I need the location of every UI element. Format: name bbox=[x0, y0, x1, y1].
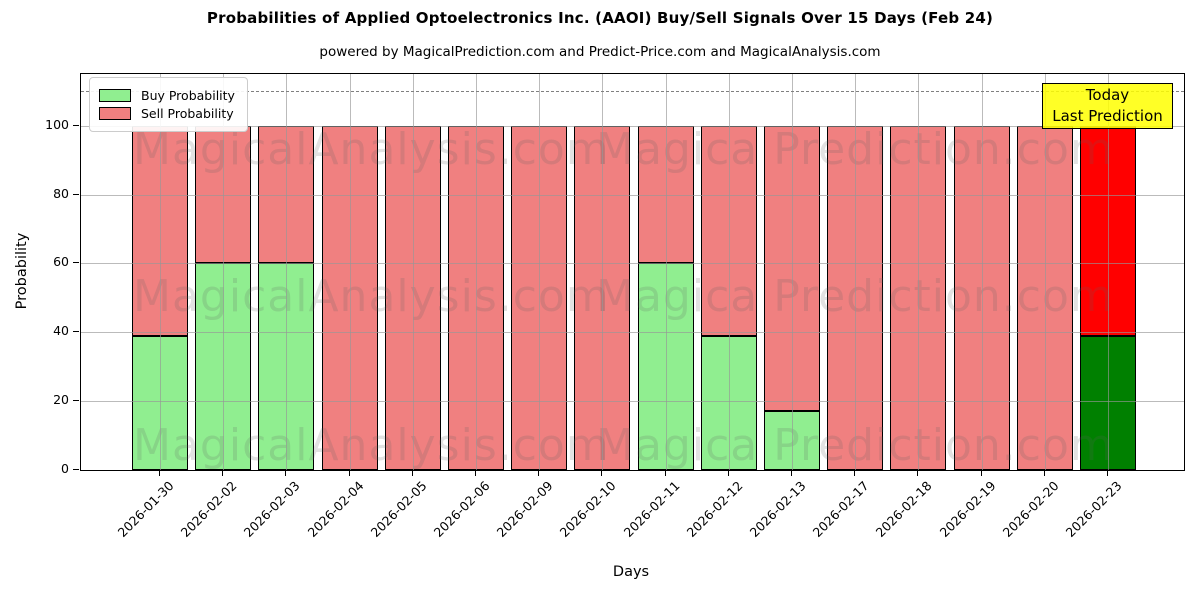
h-gridline-80 bbox=[81, 194, 1184, 196]
v-gridline bbox=[1044, 74, 1046, 470]
y-tick-label: 20 bbox=[53, 392, 69, 408]
x-tick-label: 2026-02-19 bbox=[936, 478, 999, 540]
today-annotation-line2: Last Prediction bbox=[1052, 107, 1163, 125]
v-gridline bbox=[160, 74, 161, 470]
x-tick-label: 2026-02-11 bbox=[620, 478, 683, 540]
x-tick-label: 2026-02-10 bbox=[557, 478, 619, 540]
legend-label-sell: Sell Probability bbox=[141, 106, 234, 121]
x-tick-label: 2026-02-12 bbox=[683, 478, 746, 540]
x-tick-mark bbox=[411, 470, 413, 476]
y-tick-label: 40 bbox=[53, 323, 69, 339]
x-tick-label: 2026-02-09 bbox=[493, 478, 556, 540]
v-gridline bbox=[412, 74, 414, 470]
x-tick-mark bbox=[475, 470, 476, 476]
h-gridline-20 bbox=[81, 401, 1184, 403]
x-tick-label: 2026-02-23 bbox=[1062, 478, 1125, 540]
x-tick-label: 2026-02-05 bbox=[367, 478, 430, 540]
v-gridline bbox=[223, 74, 225, 470]
today-annotation: Today Last Prediction bbox=[1042, 83, 1173, 129]
x-tick-label: 2026-02-04 bbox=[304, 478, 367, 540]
v-gridline bbox=[1108, 74, 1109, 470]
h-gridline-40 bbox=[81, 332, 1184, 334]
x-tick-label: 2026-02-20 bbox=[999, 478, 1062, 540]
x-tick-mark bbox=[917, 470, 919, 476]
x-tick-mark bbox=[1107, 470, 1108, 476]
y-tick-mark bbox=[73, 331, 79, 333]
x-tick-mark bbox=[791, 470, 792, 476]
y-tick-mark bbox=[73, 400, 79, 402]
y-tick-label: 80 bbox=[53, 185, 69, 201]
chart-subtitle: powered by MagicalPrediction.com and Pre… bbox=[319, 44, 881, 60]
x-tick-mark bbox=[854, 470, 856, 476]
v-gridline bbox=[286, 74, 288, 470]
x-tick-label: 2026-02-03 bbox=[241, 478, 303, 540]
x-tick-label: 2026-02-13 bbox=[746, 478, 809, 540]
legend-item-sell: Sell Probability bbox=[99, 106, 235, 121]
sell-color-swatch bbox=[99, 107, 131, 120]
threshold-dashed-line bbox=[81, 91, 1184, 93]
y-tick-mark bbox=[73, 193, 79, 195]
x-tick-label: 2026-02-02 bbox=[177, 478, 240, 540]
v-gridline bbox=[349, 74, 351, 470]
y-tick-mark bbox=[73, 469, 79, 470]
y-tick-mark bbox=[73, 124, 79, 126]
y-tick-mark bbox=[73, 262, 79, 264]
x-tick-mark bbox=[348, 470, 350, 476]
y-tick-label: 60 bbox=[53, 254, 69, 270]
h-gridline-60 bbox=[81, 263, 1184, 265]
x-tick-mark bbox=[727, 470, 729, 476]
x-axis-label: Days bbox=[612, 564, 650, 580]
plot-area: MagicalAnalysis.comMagica Prediction.com… bbox=[80, 73, 1185, 471]
legend-item-buy: Buy Probability bbox=[99, 88, 235, 103]
x-tick-mark bbox=[285, 470, 287, 476]
x-tick-mark bbox=[159, 470, 160, 476]
y-tick-label: 100 bbox=[45, 116, 69, 132]
chart-title: Probabilities of Applied Optoelectronics… bbox=[206, 9, 994, 27]
buy-color-swatch bbox=[99, 89, 131, 102]
x-tick-label: 2026-02-18 bbox=[873, 478, 935, 540]
v-gridline bbox=[476, 74, 477, 470]
y-axis-label: Probability bbox=[14, 232, 30, 310]
legend-label-buy: Buy Probability bbox=[141, 88, 235, 103]
v-gridline bbox=[665, 74, 667, 470]
x-tick-label: 2026-01-30 bbox=[114, 478, 177, 540]
v-gridline bbox=[728, 74, 730, 470]
x-tick-mark bbox=[601, 470, 603, 476]
legend: Buy Probability Sell Probability bbox=[89, 77, 248, 132]
today-annotation-line1: Today bbox=[1085, 86, 1130, 104]
v-gridline bbox=[855, 74, 857, 470]
v-gridline bbox=[981, 74, 983, 470]
v-gridline bbox=[539, 74, 541, 470]
v-gridline bbox=[792, 74, 793, 470]
x-tick-label: 2026-02-06 bbox=[430, 478, 493, 540]
x-tick-mark bbox=[664, 470, 666, 476]
v-gridline bbox=[918, 74, 920, 470]
x-tick-label: 2026-02-17 bbox=[809, 478, 872, 540]
x-tick-mark bbox=[222, 470, 224, 476]
x-tick-mark bbox=[980, 470, 982, 476]
v-gridline bbox=[602, 74, 604, 470]
x-tick-mark bbox=[1043, 470, 1045, 476]
x-tick-mark bbox=[538, 470, 540, 476]
y-tick-label: 0 bbox=[61, 461, 69, 476]
h-gridline-100 bbox=[81, 125, 1184, 127]
